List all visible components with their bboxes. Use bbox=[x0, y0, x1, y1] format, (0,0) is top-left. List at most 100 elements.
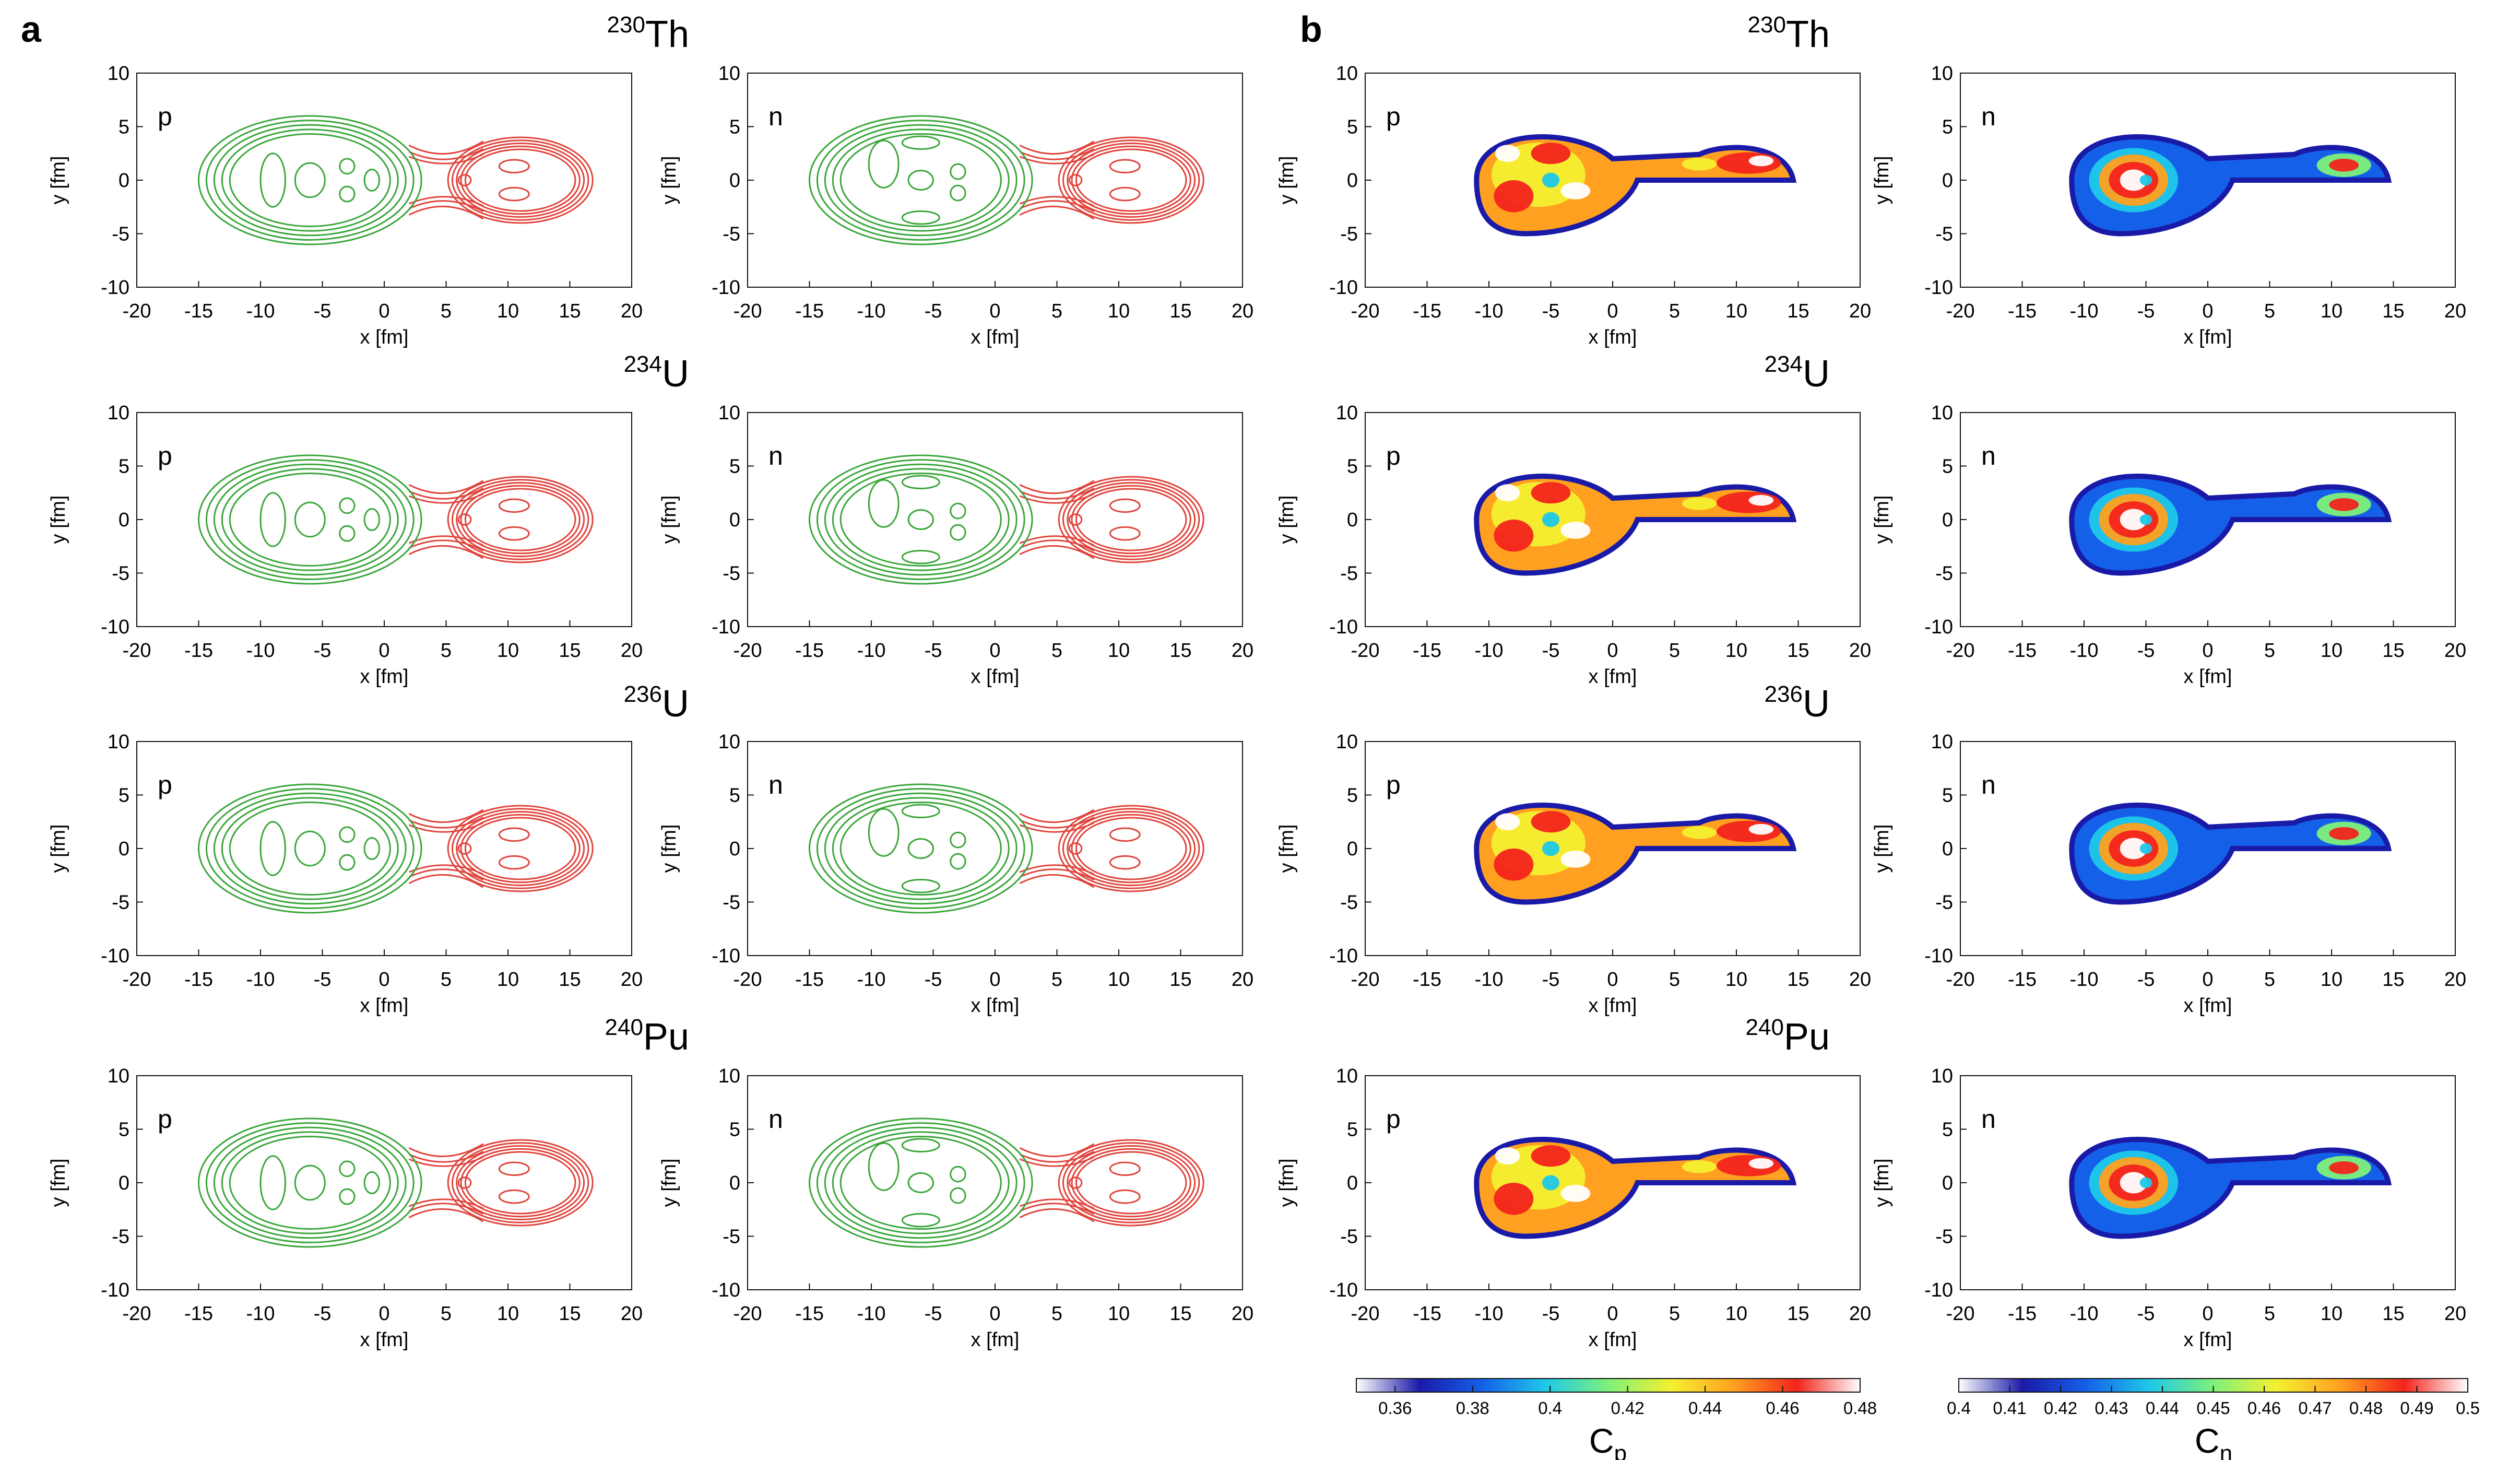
x-tick-label: 20 bbox=[621, 1303, 643, 1325]
y-axis-label: y [fm] bbox=[1871, 156, 1893, 205]
heatmap-zone bbox=[1531, 143, 1571, 164]
x-tick-label: 10 bbox=[1108, 969, 1130, 991]
x-tick-label: -15 bbox=[795, 300, 824, 322]
contour-inner-line bbox=[259, 1155, 286, 1210]
y-tick-label: -10 bbox=[1329, 1279, 1358, 1301]
x-tick-label: 0 bbox=[378, 300, 389, 322]
y-tick-label: -5 bbox=[1935, 223, 1953, 245]
y-tick-label: 5 bbox=[119, 116, 129, 138]
contour-line-light bbox=[205, 120, 415, 241]
colorbar-tick-label: 0.42 bbox=[1611, 1398, 1644, 1418]
y-tick-label: 10 bbox=[108, 402, 129, 424]
x-tick-label: 0 bbox=[2202, 300, 2213, 322]
x-tick-label: -5 bbox=[1542, 300, 1560, 322]
subpanel-label: p bbox=[158, 102, 172, 131]
x-tick-label: 0 bbox=[1607, 1303, 1618, 1325]
x-tick-label: 15 bbox=[559, 640, 581, 662]
x-tick-label: 15 bbox=[1169, 640, 1191, 662]
x-tick-label: 5 bbox=[441, 969, 452, 991]
contour-line-light bbox=[198, 1117, 422, 1248]
x-tick-label: 10 bbox=[2321, 640, 2342, 662]
nucleus-header: 230Th bbox=[1748, 12, 1830, 55]
x-tick-label: -5 bbox=[314, 640, 332, 662]
contour-neck-line bbox=[408, 154, 484, 164]
contour-neck-line bbox=[408, 539, 484, 552]
x-axis-label: x [fm] bbox=[971, 995, 1020, 1017]
contour-inner-line bbox=[498, 827, 530, 842]
y-tick-label: -5 bbox=[1340, 563, 1358, 585]
x-tick-label: -15 bbox=[1413, 300, 1441, 322]
y-axis-label: y [fm] bbox=[658, 496, 680, 544]
contour-inner-line bbox=[868, 479, 900, 528]
contour-line-heavy bbox=[456, 1145, 585, 1221]
x-tick-label: 15 bbox=[559, 969, 581, 991]
y-tick-label: 10 bbox=[1931, 402, 1953, 424]
y-tick-label: -10 bbox=[712, 1279, 740, 1301]
x-tick-label: 0 bbox=[1607, 300, 1618, 322]
y-tick-label: 0 bbox=[729, 1172, 740, 1194]
x-tick-label: -20 bbox=[1351, 300, 1380, 322]
contour-inner-line bbox=[901, 878, 940, 893]
x-tick-label: 5 bbox=[1669, 1303, 1680, 1325]
heatmap-zone bbox=[1682, 1160, 1717, 1173]
contour-neck-line bbox=[1019, 535, 1095, 546]
nucleus-element: U bbox=[1803, 353, 1830, 395]
contour-line-light bbox=[229, 1135, 391, 1230]
x-tick-label: -15 bbox=[795, 640, 824, 662]
x-tick-label: -10 bbox=[246, 1303, 275, 1325]
contour-inner-line bbox=[950, 853, 966, 870]
contour-inner-line bbox=[901, 1212, 940, 1228]
y-tick-label: 10 bbox=[1931, 731, 1953, 753]
contour-line-light bbox=[816, 1122, 1025, 1243]
y-axis-label: y [fm] bbox=[1276, 1159, 1298, 1207]
x-tick-label: -10 bbox=[1475, 300, 1504, 322]
contour-line-heavy bbox=[1067, 1145, 1196, 1221]
subplot-a-p-Pu: -20 -15 -10 -5 0 5 10 15 20 10 5 0 -5 -10 x [fm] y [fm]… bbox=[48, 1065, 643, 1351]
x-tick-label: -20 bbox=[123, 640, 151, 662]
heatmap-zone bbox=[1542, 172, 1560, 188]
contour-neck-line bbox=[408, 1150, 484, 1163]
y-tick-label: 10 bbox=[108, 1065, 129, 1087]
contour-line-heavy bbox=[447, 805, 594, 892]
nucleus-header: 240Pu bbox=[1746, 1015, 1830, 1058]
y-tick-label: 5 bbox=[119, 785, 129, 807]
contour-line-light bbox=[824, 124, 1018, 237]
y-tick-label: 5 bbox=[729, 1119, 740, 1141]
y-tick-label: 0 bbox=[1347, 509, 1358, 531]
subpanel-label: n bbox=[1981, 441, 1996, 470]
contour-line-heavy bbox=[1075, 817, 1187, 880]
y-tick-label: 0 bbox=[1942, 509, 1953, 531]
x-tick-label: 5 bbox=[441, 300, 452, 322]
nucleus-mass-number: 234 bbox=[1765, 351, 1803, 377]
contour-inner-line bbox=[498, 186, 530, 202]
x-tick-label: 15 bbox=[1787, 1303, 1809, 1325]
contour-line-light bbox=[839, 133, 1002, 228]
y-tick-label: 10 bbox=[1336, 402, 1358, 424]
subpanel-label: p bbox=[1386, 770, 1401, 799]
y-tick-label: 0 bbox=[729, 838, 740, 860]
subpanel-label: p bbox=[1386, 1104, 1401, 1134]
x-tick-label: -10 bbox=[1475, 640, 1504, 662]
contour-line-light bbox=[213, 124, 407, 237]
y-axis-label: y [fm] bbox=[658, 1159, 680, 1207]
heatmap-zone bbox=[2329, 1161, 2359, 1174]
heatmap-zone bbox=[1748, 823, 1774, 835]
x-tick-label: 20 bbox=[2444, 969, 2466, 991]
contour-inner-line bbox=[339, 826, 356, 843]
y-tick-label: -5 bbox=[112, 563, 129, 585]
x-tick-label: -15 bbox=[2008, 1303, 2037, 1325]
x-tick-label: -15 bbox=[795, 969, 824, 991]
contour-inner-line bbox=[901, 475, 940, 490]
nucleus-header: 234U bbox=[624, 351, 689, 395]
y-tick-label: -5 bbox=[723, 1226, 740, 1248]
x-tick-label: 0 bbox=[989, 969, 1000, 991]
plot-frame bbox=[136, 741, 632, 956]
heatmap-zone bbox=[1682, 497, 1717, 510]
y-tick-label: 5 bbox=[729, 785, 740, 807]
y-axis-label: y [fm] bbox=[48, 825, 69, 873]
x-tick-label: -20 bbox=[1946, 640, 1975, 662]
x-tick-label: 15 bbox=[1169, 300, 1191, 322]
contour-inner-line bbox=[294, 501, 326, 538]
y-tick-label: -5 bbox=[1935, 1226, 1953, 1248]
contour-neck-line bbox=[1019, 545, 1095, 559]
